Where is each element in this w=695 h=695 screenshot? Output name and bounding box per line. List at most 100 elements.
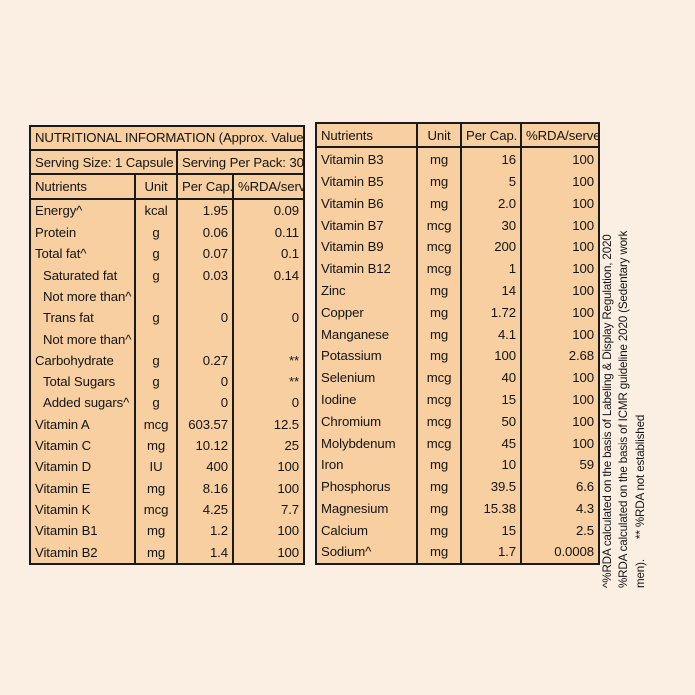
left-nutrient-name: Not more than^ bbox=[43, 331, 132, 347]
left-nutrient-name: Total fat^ bbox=[35, 246, 87, 262]
right-table-body: Nutrients Unit Per Cap. %RDA/serve Vitam… bbox=[317, 124, 598, 563]
left-nutrient-unit: mg bbox=[134, 541, 177, 563]
right-nutrient-per-cap: 200 bbox=[460, 236, 521, 258]
left-nutrition-table: NUTRITIONAL INFORMATION (Approx. Values)… bbox=[29, 125, 305, 565]
right-nutrient-name: Sodium^ bbox=[321, 544, 372, 560]
left-nutrient-rda: ** bbox=[231, 371, 304, 393]
table-row: Molybdenum mcg 45 100 bbox=[317, 432, 598, 454]
table-row: Potassium mg 100 2.68 bbox=[317, 345, 598, 367]
right-nutrient-rda: 59 bbox=[520, 454, 598, 476]
left-nutrient-per-cap: 0 bbox=[176, 307, 233, 329]
right-nutrient-per-cap: 15 bbox=[460, 519, 521, 542]
left-column-header-row: Nutrients Unit Per Cap. %RDA/serve bbox=[31, 174, 304, 200]
left-nutrient-rda bbox=[231, 328, 304, 350]
right-nutrient-unit: mg bbox=[416, 541, 461, 563]
left-nutrient-unit: g bbox=[134, 221, 177, 244]
table-row: Sodium^ mg 1.7 0.0008 bbox=[317, 541, 598, 563]
table-row: Energy^ kcal 1.95 0.09 bbox=[31, 198, 304, 222]
table-row: Vitamin B3 mg 16 100 bbox=[317, 147, 598, 171]
table-row: Vitamin B9 mcg 200 100 bbox=[317, 236, 598, 258]
right-nutrient-per-cap: 45 bbox=[460, 432, 521, 454]
left-header-rda: %RDA/serve bbox=[231, 174, 304, 200]
left-nutrient-name: Vitamin K bbox=[35, 502, 91, 518]
table-row: Vitamin B5 mg 5 100 bbox=[317, 170, 598, 193]
right-nutrient-rda: 2.68 bbox=[520, 345, 598, 367]
left-nutrient-rda: 0.14 bbox=[231, 264, 304, 286]
left-nutrient-unit: g bbox=[134, 264, 177, 286]
table-row: Chromium mcg 50 100 bbox=[317, 410, 598, 433]
left-nutrient-rda bbox=[231, 285, 304, 308]
left-nutrient-rda: 100 bbox=[231, 541, 304, 563]
left-nutrient-rda: 25 bbox=[231, 435, 304, 457]
right-nutrient-rda: 6.6 bbox=[520, 475, 598, 498]
left-header-per-cap: Per Cap. bbox=[176, 174, 233, 200]
left-nutrient-per-cap bbox=[176, 328, 233, 350]
right-nutrient-per-cap: 40 bbox=[460, 366, 521, 389]
left-nutrient-per-cap: 8.16 bbox=[176, 477, 233, 499]
right-nutrient-unit: mg bbox=[416, 475, 461, 498]
right-nutrient-rda: 100 bbox=[520, 410, 598, 433]
footnote-block: ^%RDA calculated on the basis of Labelin… bbox=[600, 118, 672, 588]
right-nutrient-rda: 100 bbox=[520, 432, 598, 454]
right-nutrient-per-cap: 50 bbox=[460, 410, 521, 433]
right-header-unit: Unit bbox=[416, 124, 461, 149]
nutritional-information-title: NUTRITIONAL INFORMATION (Approx. Values) bbox=[31, 127, 304, 151]
left-nutrient-rda: 100 bbox=[231, 520, 304, 542]
left-nutrient-rda: 100 bbox=[231, 456, 304, 478]
table-row: Saturated fat g 0.03 0.14 bbox=[31, 264, 304, 286]
right-nutrient-per-cap: 1.72 bbox=[460, 301, 521, 324]
right-nutrient-per-cap: 16 bbox=[460, 147, 521, 171]
footnote-line-3a: men). bbox=[633, 559, 647, 588]
left-nutrient-name: Total Sugars bbox=[43, 374, 116, 390]
table-row: Vitamin D IU 400 100 bbox=[31, 456, 304, 478]
right-nutrient-rda: 100 bbox=[520, 323, 598, 346]
right-nutrient-per-cap: 14 bbox=[460, 279, 521, 302]
right-nutrient-unit: mg bbox=[416, 345, 461, 367]
table-row: Phosphorus mg 39.5 6.6 bbox=[317, 475, 598, 498]
right-nutrient-unit: mcg bbox=[416, 388, 461, 411]
left-nutrient-unit: g bbox=[134, 243, 177, 265]
left-nutrient-unit: kcal bbox=[134, 198, 177, 222]
right-nutrient-unit: mg bbox=[416, 170, 461, 193]
left-nutrient-per-cap: 1.95 bbox=[176, 198, 233, 222]
right-nutrient-name: Chromium bbox=[321, 413, 382, 429]
table-row: Vitamin E mg 8.16 100 bbox=[31, 477, 304, 499]
right-header-nutrients: Nutrients bbox=[317, 124, 417, 149]
left-nutrient-rda: 0.11 bbox=[231, 221, 304, 244]
left-nutrient-per-cap: 0 bbox=[176, 371, 233, 393]
table-row: Protein g 0.06 0.11 bbox=[31, 221, 304, 244]
right-nutrient-name: Iodine bbox=[321, 391, 357, 407]
left-nutrient-per-cap: 0.27 bbox=[176, 349, 233, 372]
left-nutrient-name: Carbohydrate bbox=[35, 352, 114, 368]
left-nutrient-unit: mg bbox=[134, 435, 177, 457]
right-nutrient-name: Vitamin B9 bbox=[321, 239, 384, 255]
left-nutrient-per-cap: 603.57 bbox=[176, 413, 233, 436]
table-row: Not more than^ bbox=[31, 328, 304, 350]
right-nutrient-name: Vitamin B12 bbox=[321, 261, 391, 277]
right-nutrient-rda: 0.0008 bbox=[520, 541, 598, 563]
table-row: Vitamin B7 mcg 30 100 bbox=[317, 214, 598, 237]
left-nutrient-unit: g bbox=[134, 307, 177, 329]
table-row: Copper mg 1.72 100 bbox=[317, 301, 598, 324]
right-nutrient-name: Calcium bbox=[321, 522, 368, 538]
table-row: Not more than^ bbox=[31, 285, 304, 308]
left-nutrient-unit: mg bbox=[134, 520, 177, 542]
right-nutrient-name: Vitamin B5 bbox=[321, 174, 384, 190]
right-nutrient-rda: 100 bbox=[520, 192, 598, 215]
table-row: Manganese mg 4.1 100 bbox=[317, 323, 598, 346]
left-nutrient-unit: mg bbox=[134, 477, 177, 499]
right-nutrient-per-cap: 10 bbox=[460, 454, 521, 476]
right-nutrient-name: Phosphorus bbox=[321, 479, 391, 495]
right-nutrient-per-cap: 100 bbox=[460, 345, 521, 367]
right-nutrient-rda: 2.5 bbox=[520, 519, 598, 542]
left-nutrient-per-cap: 0 bbox=[176, 392, 233, 414]
right-nutrient-unit: mcg bbox=[416, 214, 461, 237]
left-nutrient-name: Vitamin E bbox=[35, 480, 91, 496]
left-nutrient-per-cap: 0.07 bbox=[176, 243, 233, 265]
right-nutrient-rda: 100 bbox=[520, 214, 598, 237]
left-table-title-row: NUTRITIONAL INFORMATION (Approx. Values) bbox=[31, 127, 304, 151]
left-nutrient-unit: mcg bbox=[134, 413, 177, 436]
table-row: Added sugars^ g 0 0 bbox=[31, 392, 304, 414]
table-row: Trans fat g 0 0 bbox=[31, 307, 304, 329]
